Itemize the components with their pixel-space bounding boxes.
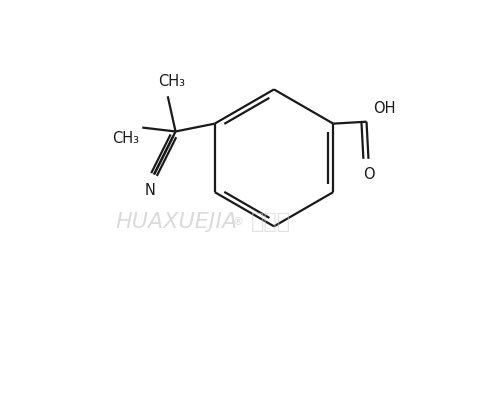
Text: OH: OH: [374, 101, 396, 116]
Text: N: N: [145, 183, 156, 198]
Text: CH₃: CH₃: [158, 74, 185, 89]
Text: CH₃: CH₃: [112, 132, 139, 147]
Text: ®: ®: [233, 217, 244, 227]
Text: HUAXUEJIA: HUAXUEJIA: [116, 212, 238, 232]
Text: O: O: [363, 167, 374, 182]
Text: 化学加: 化学加: [250, 212, 291, 232]
